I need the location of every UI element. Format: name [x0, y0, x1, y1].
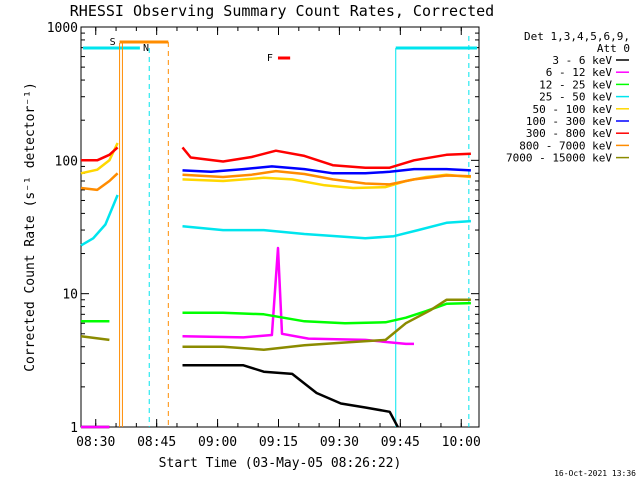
series-line	[182, 298, 471, 351]
legend-label: 7000 - 15000 keV	[506, 152, 612, 165]
axis-ticks: 08:30 08:45 09:00 09:15 09:30 09:45 10:00 1 10 10…	[47, 21, 481, 450]
series-group	[80, 142, 472, 429]
legend-label: 12 - 25 keV	[539, 78, 612, 91]
x-tick-label: 08:30	[76, 435, 115, 450]
legend-label: 6 - 12 keV	[546, 66, 613, 79]
legend-label: 3 - 6 keV	[552, 54, 612, 67]
series-line	[182, 301, 471, 325]
x-tick-label: 09:45	[381, 435, 420, 450]
series-line	[80, 194, 119, 247]
series-1	[81, 246, 414, 429]
series-line	[182, 246, 414, 346]
legend-header-line-1: Det 1,3,4,5,6,9,	[524, 30, 630, 43]
x-tick-label: 09:15	[259, 435, 298, 450]
series-5	[182, 165, 471, 175]
x-tick-label: 08:45	[137, 435, 176, 450]
chart-title: RHESSI Observing Summary Count Rates, Co…	[70, 2, 494, 20]
legend-label: 25 - 50 keV	[539, 91, 612, 104]
series-line	[182, 219, 471, 240]
series-3	[80, 194, 471, 247]
plot-frame	[80, 26, 480, 428]
time-markers: S N F	[83, 36, 477, 427]
series-line	[182, 165, 471, 175]
series-line	[81, 146, 119, 162]
legend-label: 100 - 300 keV	[526, 115, 612, 128]
series-8	[80, 298, 471, 351]
x-tick-label: 09:30	[320, 435, 359, 450]
y-tick-label: 1	[70, 421, 78, 436]
series-6	[81, 146, 471, 169]
series-line	[80, 172, 119, 192]
legend-header-line-2: Att 0	[597, 42, 630, 55]
night-marker-label: N	[143, 43, 149, 54]
legend-label: 300 - 800 keV	[526, 127, 612, 140]
y-tick-label: 1000	[47, 21, 78, 36]
y-tick-label: 100	[55, 154, 78, 169]
y-axis-label: Corrected Count Rate (s⁻¹ detector⁻¹)	[23, 82, 38, 372]
series-7	[80, 169, 471, 192]
series-line	[80, 334, 110, 342]
legend-label: 800 - 7000 keV	[519, 139, 612, 152]
series-0	[81, 364, 399, 429]
series-line	[182, 169, 471, 186]
series-line	[181, 146, 471, 169]
x-tick-label: 09:00	[198, 435, 237, 450]
footer-timestamp: 16-Oct-2021 13:36	[554, 469, 636, 478]
legend-label: 50 - 100 keV	[533, 103, 613, 116]
flare-marker-label: F	[267, 53, 273, 64]
series-line	[182, 364, 399, 428]
x-tick-label: 10:00	[442, 435, 481, 450]
x-axis-label: Start Time (03-May-05 08:26:22)	[159, 456, 402, 471]
y-tick-label: 10	[62, 288, 78, 303]
saa-marker-label: S	[110, 37, 116, 48]
